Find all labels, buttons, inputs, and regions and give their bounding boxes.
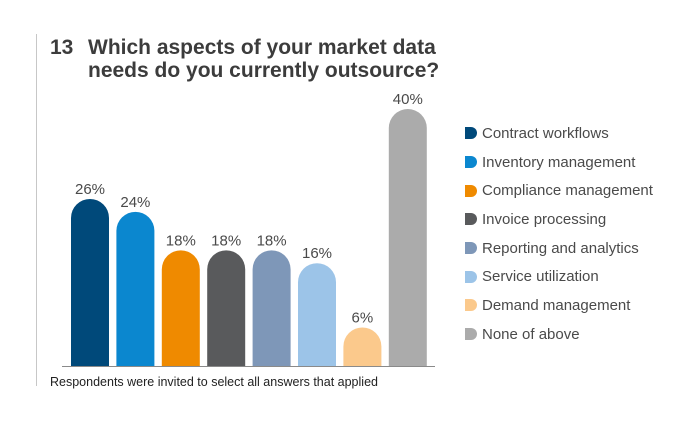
legend-item: Compliance management [465, 176, 653, 205]
left-rule [36, 34, 37, 386]
legend-swatch [465, 270, 477, 283]
value-label: 18% [166, 232, 196, 249]
value-labels-group: 26% 24% 18% 18% 18% 16% 6% 40% [75, 91, 423, 326]
legend-label: None of above [482, 325, 580, 343]
legend: Contract workflows Inventory management Co… [465, 119, 653, 349]
legend-swatch [465, 127, 477, 140]
legend-swatch [465, 184, 477, 197]
legend-label: Service utilization [482, 268, 599, 286]
question-text: Which aspects of your market data needs … [88, 36, 440, 82]
legend-label: Inventory management [482, 153, 636, 171]
legend-item: Service utilization [465, 262, 653, 291]
bar-compliance-management [161, 250, 200, 366]
legend-item: Demand management [465, 291, 653, 320]
value-label: 18% [257, 232, 287, 249]
bars-group [71, 109, 427, 366]
value-label: 6% [352, 309, 374, 326]
value-label: 24% [120, 194, 150, 211]
bar-invoice-processing [207, 250, 246, 366]
legend-label: Compliance management [482, 182, 653, 200]
legend-item: Reporting and analytics [465, 234, 653, 263]
value-label: 16% [302, 245, 332, 262]
legend-item: None of above [465, 320, 653, 349]
legend-label: Demand management [482, 296, 631, 314]
bar-demand-management [343, 327, 382, 366]
legend-label: Contract workflows [482, 124, 609, 142]
question-number: 13 [50, 36, 74, 59]
legend-swatch [465, 299, 477, 312]
legend-label: Reporting and analytics [482, 239, 639, 257]
bar-inventory-management [116, 211, 155, 366]
chart-title: 13 Which aspects of your market data nee… [50, 36, 470, 82]
legend-swatch [465, 156, 477, 169]
bar-none-of-above [388, 109, 427, 366]
value-label: 40% [393, 91, 423, 108]
legend-swatch [465, 242, 477, 255]
legend-swatch [465, 328, 477, 341]
bar-service-utilization [298, 263, 336, 366]
value-label: 18% [211, 232, 241, 249]
legend-item: Inventory management [465, 148, 653, 177]
legend-item: Invoice processing [465, 205, 653, 234]
legend-swatch [465, 213, 477, 226]
bar-reporting-and-analytics [252, 250, 291, 366]
legend-item: Contract workflows [465, 119, 653, 148]
legend-label: Invoice processing [482, 210, 607, 228]
value-label: 26% [75, 181, 105, 198]
footnote: Respondents were invited to select all a… [50, 375, 378, 389]
bar-contract-workflows [71, 198, 109, 366]
